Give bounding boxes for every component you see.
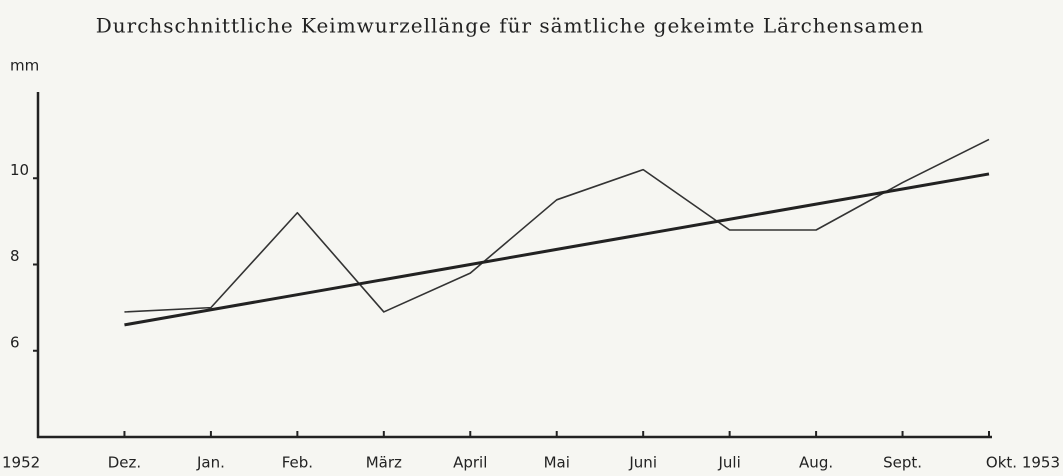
x-tick-label: Jan. [196, 454, 225, 472]
x-tick-label: Okt. 1953 [986, 454, 1060, 472]
y-tick-label: 8 [10, 247, 20, 265]
y-tick-label: 10 [10, 161, 29, 179]
y-axis-label: mm [10, 57, 39, 75]
x-tick-label: Aug. [799, 454, 833, 472]
x-tick-label: Mai [544, 454, 570, 472]
x-tick-label: Dez. [108, 454, 141, 472]
x-tick-label: Feb. [282, 454, 313, 472]
y-tick-label: 6 [10, 333, 20, 351]
data-line [124, 172, 990, 327]
x-tick-label: Juli [718, 454, 741, 472]
x-tick-label: März [366, 454, 402, 472]
x-tick-label: April [453, 454, 487, 472]
x-tick-label: Juni [628, 454, 657, 472]
chart-title: Durchschnittliche Keimwurzellänge für sä… [96, 14, 925, 38]
data-line [124, 138, 990, 313]
x-tick-label: 1952 [2, 454, 40, 472]
x-tick-label: Sept. [883, 454, 922, 472]
